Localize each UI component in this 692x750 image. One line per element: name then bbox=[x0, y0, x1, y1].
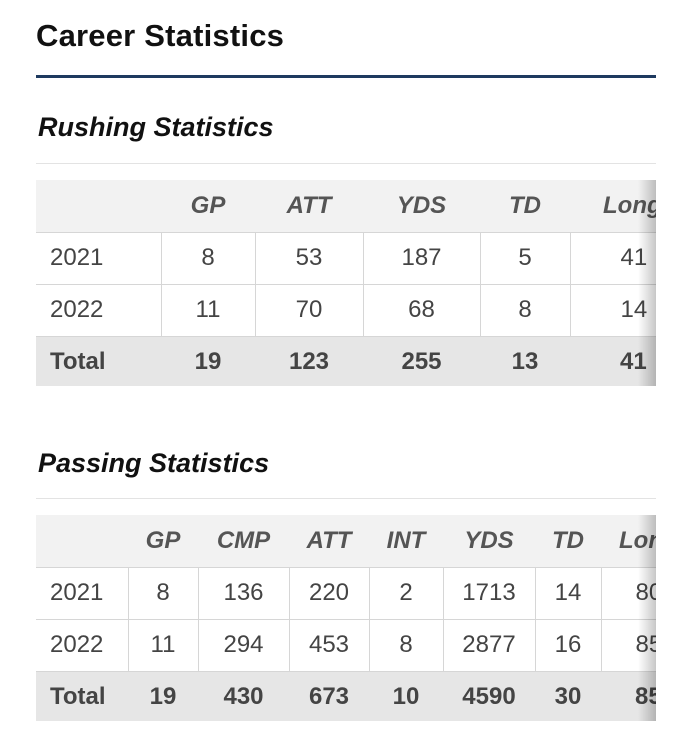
total-cell: 10 bbox=[392, 683, 420, 711]
table-cell: 1713 bbox=[442, 566, 536, 620]
total-cell: 13 bbox=[511, 348, 539, 376]
column-header-att[interactable]: ATT bbox=[286, 191, 332, 219]
column-header bbox=[36, 515, 128, 567]
column-header-int[interactable]: INT bbox=[386, 526, 426, 554]
column-header bbox=[36, 180, 161, 232]
year-cell: 2021 bbox=[36, 566, 129, 620]
table-cell: 453 bbox=[288, 618, 370, 672]
total-row: Total 19 123 255 13 41 bbox=[36, 336, 656, 386]
table-cell: 8 bbox=[127, 566, 199, 620]
total-cell: 41 bbox=[620, 348, 647, 376]
column-header-yds[interactable]: YDS bbox=[464, 526, 514, 554]
total-cell: 673 bbox=[308, 683, 350, 711]
total-cell: 4590 bbox=[462, 683, 516, 711]
total-row: Total 19 430 673 10 4590 30 85 bbox=[36, 671, 656, 721]
page-title: Career Statistics bbox=[36, 18, 285, 53]
table-cell: 187 bbox=[362, 231, 481, 285]
column-header-cmp[interactable]: CMP bbox=[216, 526, 271, 554]
table-cell: 8 bbox=[160, 231, 256, 285]
table-cell: 53 bbox=[254, 231, 364, 285]
table-cell: 85 bbox=[600, 618, 656, 672]
title-divider bbox=[36, 75, 656, 78]
column-header-yds[interactable]: YDS bbox=[396, 191, 447, 219]
rushing-table-container[interactable]: GP ATT YDS TD Long 2021 8 53 187 5 41 20… bbox=[36, 180, 656, 386]
table-cell: 2877 bbox=[442, 618, 536, 672]
column-header-td[interactable]: TD bbox=[552, 526, 584, 554]
year-cell: 2022 bbox=[36, 283, 162, 337]
table-row: 2022 11 70 68 8 14 bbox=[36, 283, 656, 337]
table-cell: 14 bbox=[569, 283, 656, 337]
table-cell: 41 bbox=[569, 231, 656, 285]
rushing-section-title: Rushing Statistics bbox=[38, 112, 274, 142]
table-row: 2021 8 136 220 2 1713 14 80 bbox=[36, 566, 656, 620]
column-header-att[interactable]: ATT bbox=[306, 526, 352, 554]
table-cell: 294 bbox=[197, 618, 290, 672]
table-cell: 220 bbox=[288, 566, 370, 620]
table-cell: 136 bbox=[197, 566, 290, 620]
table-cell: 11 bbox=[160, 283, 256, 337]
total-cell: 30 bbox=[554, 683, 582, 711]
total-cell: 123 bbox=[288, 348, 330, 376]
rushing-stats-table: GP ATT YDS TD Long 2021 8 53 187 5 41 20… bbox=[36, 180, 656, 386]
total-cell: 85 bbox=[635, 683, 656, 711]
table-cell: 16 bbox=[534, 618, 602, 672]
table-cell: 2 bbox=[368, 566, 444, 620]
year-cell: 2021 bbox=[36, 231, 162, 285]
column-header-long[interactable]: Long bbox=[603, 191, 656, 219]
table-cell: 68 bbox=[362, 283, 481, 337]
table-cell: 11 bbox=[127, 618, 199, 672]
total-cell: 430 bbox=[223, 683, 264, 711]
table-cell: 5 bbox=[479, 231, 571, 285]
total-cell: 19 bbox=[149, 683, 177, 711]
table-cell: 8 bbox=[368, 618, 444, 672]
column-header-gp[interactable]: GP bbox=[190, 191, 226, 219]
passing-section-title: Passing Statistics bbox=[38, 448, 270, 478]
table-cell: 80 bbox=[600, 566, 656, 620]
total-cell: 255 bbox=[401, 348, 442, 376]
rushing-section-divider bbox=[36, 163, 656, 164]
table-row: 2021 8 53 187 5 41 bbox=[36, 231, 656, 285]
column-header-td[interactable]: TD bbox=[509, 191, 541, 219]
table-header-row: GP CMP ATT INT YDS TD Long bbox=[36, 515, 656, 567]
total-cell: 19 bbox=[194, 348, 222, 376]
table-cell: 8 bbox=[479, 283, 571, 337]
column-header-long[interactable]: Long bbox=[619, 526, 656, 554]
total-label: Total bbox=[50, 683, 106, 711]
year-cell: 2022 bbox=[36, 618, 129, 672]
passing-stats-table: GP CMP ATT INT YDS TD Long 2021 8 136 22… bbox=[36, 515, 656, 721]
total-label: Total bbox=[50, 348, 106, 376]
table-cell: 70 bbox=[254, 283, 364, 337]
table-header-row: GP ATT YDS TD Long bbox=[36, 180, 656, 232]
table-row: 2022 11 294 453 8 2877 16 85 bbox=[36, 618, 656, 672]
column-header-gp[interactable]: GP bbox=[145, 526, 181, 554]
table-cell: 14 bbox=[534, 566, 602, 620]
passing-section-divider bbox=[36, 498, 656, 499]
passing-table-container[interactable]: GP CMP ATT INT YDS TD Long 2021 8 136 22… bbox=[36, 515, 656, 721]
